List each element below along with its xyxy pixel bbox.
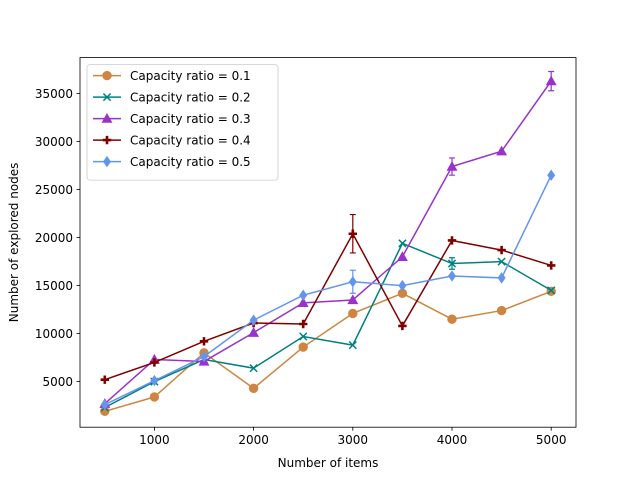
data-point — [545, 75, 557, 86]
data-point — [299, 319, 308, 329]
data-point — [299, 289, 308, 301]
x-axis-label: Number of items — [278, 456, 379, 470]
legend-entry-4: Capacity ratio = 0.4 — [93, 133, 251, 147]
y-tick-label: 25000 — [35, 183, 73, 197]
legend-label: Capacity ratio = 0.5 — [130, 155, 251, 169]
data-point — [348, 276, 357, 288]
y-tick-label: 5000 — [42, 375, 73, 389]
data-point — [100, 398, 109, 411]
data-point — [398, 239, 407, 248]
legend-marker — [102, 135, 112, 145]
data-point — [348, 340, 357, 350]
series-line — [104, 174, 552, 406]
axes-layer: 1000 2000 3000 4000 5000 5000 10000 15000 20000 2… — [35, 57, 577, 447]
legend-entry-1: Capacity ratio = 0.1 — [93, 69, 251, 83]
legend: Capacity ratio = 0.1 Capacity ratio = 0.2… — [86, 64, 279, 181]
legend-label: Capacity ratio = 0.1 — [130, 69, 251, 83]
series-2 — [100, 239, 556, 412]
data-point — [547, 169, 556, 181]
y-axis-label: Number of explored nodes — [7, 163, 21, 323]
series-5 — [100, 169, 556, 411]
data-point — [298, 342, 308, 352]
legend-label: Capacity ratio = 0.3 — [130, 112, 251, 126]
data-point — [398, 279, 407, 292]
legend-label: Capacity ratio = 0.2 — [130, 90, 251, 104]
data-point — [497, 245, 506, 255]
y-tick-label: 20000 — [35, 231, 73, 245]
data-point — [199, 350, 209, 363]
series-line — [104, 290, 552, 413]
data-point — [248, 327, 260, 337]
data-point — [347, 294, 359, 305]
legend-box — [86, 64, 279, 181]
data-point — [199, 337, 209, 346]
data-point — [398, 321, 407, 331]
data-point — [297, 297, 309, 308]
data-point — [150, 358, 159, 367]
legend-entry-5: Capacity ratio = 0.5 — [93, 155, 251, 169]
x-tick-label: 2000 — [238, 433, 269, 447]
data-point — [497, 257, 506, 266]
series-4 — [100, 213, 556, 384]
data-point — [447, 259, 457, 268]
y-tick-label: 15000 — [35, 279, 73, 293]
series-line — [104, 232, 552, 381]
data-point — [396, 251, 408, 261]
data-point — [149, 392, 160, 402]
x-tick-label: 4000 — [437, 433, 468, 447]
data-point — [497, 272, 506, 284]
plot-frame — [79, 57, 577, 428]
legend-marker — [102, 92, 112, 102]
data-point — [348, 308, 358, 319]
data-point — [100, 375, 109, 384]
y-tick-label: 30000 — [35, 135, 73, 149]
x-tick-label: 3000 — [338, 433, 369, 447]
legend-marker — [101, 112, 113, 123]
series-3 — [99, 70, 557, 408]
x-tick-label: 1000 — [139, 433, 170, 447]
data-point — [299, 332, 308, 341]
legend-label: Capacity ratio = 0.4 — [130, 133, 251, 147]
data-point — [249, 364, 258, 373]
legend-marker — [102, 155, 112, 168]
legend-marker — [102, 70, 112, 81]
y-tick-label: 10000 — [35, 327, 73, 341]
data-point — [248, 383, 259, 394]
data-point — [496, 145, 508, 156]
legend-entry-2: Capacity ratio = 0.2 — [93, 90, 251, 104]
data-point — [446, 160, 458, 171]
data-point — [348, 229, 357, 238]
data-point — [447, 236, 457, 245]
series-line — [104, 80, 552, 405]
series-line — [104, 242, 552, 409]
data-point — [249, 314, 258, 326]
data-point — [547, 261, 556, 270]
x-tick-label: 5000 — [536, 433, 567, 447]
data-point — [496, 305, 507, 316]
data-point — [547, 286, 556, 295]
data-point — [447, 314, 457, 324]
y-tick-label: 35000 — [35, 87, 73, 101]
series-layer — [99, 70, 557, 417]
legend-entry-3: Capacity ratio = 0.3 — [93, 112, 251, 126]
data-point — [447, 270, 457, 282]
data-point — [150, 374, 159, 387]
